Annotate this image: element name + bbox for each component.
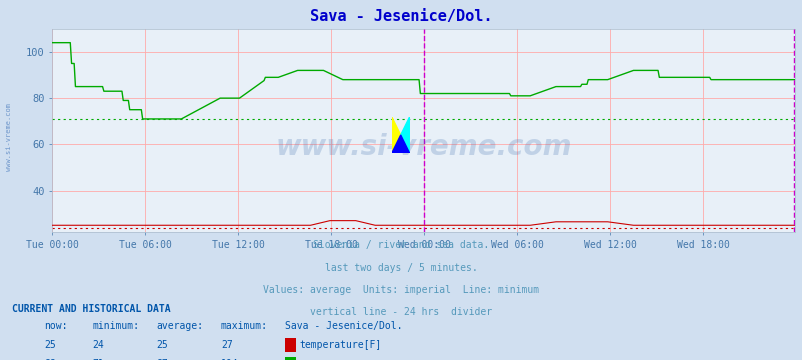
Text: www.si-vreme.com: www.si-vreme.com [275, 133, 571, 161]
Text: maximum:: maximum: [221, 321, 268, 332]
Polygon shape [391, 135, 409, 153]
Text: now:: now: [44, 321, 67, 332]
Text: 24: 24 [92, 340, 104, 350]
Text: CURRENT AND HISTORICAL DATA: CURRENT AND HISTORICAL DATA [12, 304, 171, 314]
Text: Slovenia / river and sea data.: Slovenia / river and sea data. [313, 240, 489, 251]
Text: last two days / 5 minutes.: last two days / 5 minutes. [325, 263, 477, 273]
Text: 104: 104 [221, 359, 238, 360]
Text: Sava - Jesenice/Dol.: Sava - Jesenice/Dol. [285, 321, 402, 332]
Text: www.si-vreme.com: www.si-vreme.com [6, 103, 12, 171]
Text: vertical line - 24 hrs  divider: vertical line - 24 hrs divider [310, 307, 492, 318]
Polygon shape [391, 117, 400, 153]
Text: 25: 25 [44, 340, 56, 350]
Text: 71: 71 [92, 359, 104, 360]
Text: 88: 88 [44, 359, 56, 360]
Text: Sava - Jesenice/Dol.: Sava - Jesenice/Dol. [310, 9, 492, 24]
Text: temperature[F]: temperature[F] [299, 340, 381, 350]
Text: 25: 25 [156, 340, 168, 350]
Text: 87: 87 [156, 359, 168, 360]
Text: minimum:: minimum: [92, 321, 140, 332]
Text: Values: average  Units: imperial  Line: minimum: Values: average Units: imperial Line: mi… [263, 285, 539, 295]
Text: flow[foot3/min]: flow[foot3/min] [299, 359, 387, 360]
Text: 27: 27 [221, 340, 233, 350]
Polygon shape [400, 117, 409, 153]
Text: average:: average: [156, 321, 204, 332]
